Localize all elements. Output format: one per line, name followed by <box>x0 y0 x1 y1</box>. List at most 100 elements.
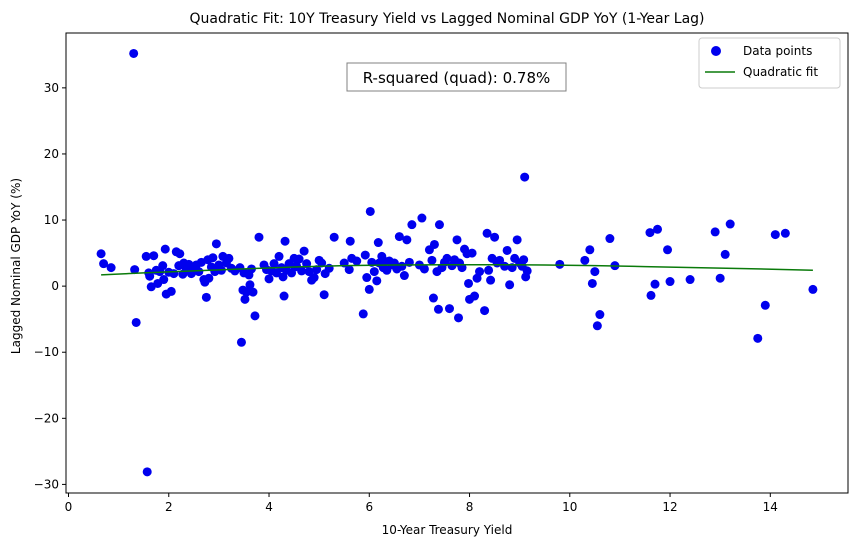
data-point <box>502 245 512 255</box>
data-point <box>224 253 234 263</box>
data-point <box>278 272 288 282</box>
data-point <box>500 261 510 271</box>
quadratic-fit-line <box>101 263 813 276</box>
x-tick-label: 6 <box>365 500 373 514</box>
data-point <box>495 255 505 265</box>
data-point <box>142 467 152 477</box>
data-point <box>373 238 383 248</box>
data-point <box>248 287 258 297</box>
data-point <box>129 48 139 58</box>
data-point <box>240 294 250 304</box>
data-point <box>166 286 176 296</box>
data-point <box>324 263 334 273</box>
data-point <box>444 304 454 314</box>
data-point <box>470 291 480 301</box>
data-point <box>505 280 515 290</box>
data-point <box>299 246 309 256</box>
y-tick-label: −10 <box>34 345 59 359</box>
data-point <box>520 172 530 182</box>
data-point <box>663 245 673 255</box>
data-point <box>365 206 375 216</box>
data-point <box>99 259 109 269</box>
data-point <box>605 234 615 244</box>
data-point <box>427 255 437 265</box>
data-point <box>145 271 155 281</box>
data-point <box>753 333 763 343</box>
data-point <box>345 236 355 246</box>
chart-title: Quadratic Fit: 10Y Treasury Yield vs Lag… <box>189 11 704 27</box>
data-point <box>428 293 438 303</box>
data-point <box>394 232 404 242</box>
x-tick-label: 14 <box>763 500 778 514</box>
data-point <box>352 256 362 266</box>
data-point <box>519 255 529 265</box>
x-tick-label: 0 <box>65 500 73 514</box>
data-point <box>309 273 319 283</box>
y-tick-label: 10 <box>44 213 59 227</box>
data-point <box>645 228 655 238</box>
plot-area <box>65 32 849 494</box>
data-point <box>169 269 179 279</box>
data-point <box>429 239 439 249</box>
x-tick-label: 8 <box>466 500 474 514</box>
data-point <box>160 244 170 254</box>
x-axis-label: 10-Year Treasury Yield <box>382 523 513 537</box>
r-squared-annotation: R-squared (quad): 0.78% <box>346 62 567 92</box>
data-point <box>592 321 602 331</box>
y-tick-label: 30 <box>44 81 59 95</box>
data-point <box>250 311 260 321</box>
data-point <box>254 232 264 242</box>
data-point <box>590 267 600 277</box>
data-point <box>480 306 490 316</box>
data-point <box>452 235 462 245</box>
y-axis: −30 −20 −10 0 10 20 30 <box>34 81 66 491</box>
data-point <box>685 275 695 285</box>
data-point <box>369 267 379 277</box>
y-axis-label: Lagged Nominal GDP YoY (%) <box>9 178 23 354</box>
data-point <box>434 220 444 230</box>
y-tick-label: −20 <box>34 411 59 425</box>
data-point <box>241 287 251 297</box>
data-point <box>269 259 279 269</box>
data-point <box>317 258 327 268</box>
data-point <box>264 274 274 284</box>
data-point <box>587 278 597 288</box>
data-point <box>580 255 590 265</box>
data-point <box>417 213 427 223</box>
data-point <box>433 304 443 314</box>
data-point <box>770 230 780 240</box>
data-point <box>236 337 246 347</box>
data-point <box>780 228 790 238</box>
legend-label-data-points: Data points <box>743 44 812 58</box>
data-point <box>130 265 140 275</box>
data-point <box>372 276 382 286</box>
legend: Data points Quadratic fit <box>698 37 841 89</box>
x-tick-label: 4 <box>265 500 273 514</box>
data-point <box>362 273 372 283</box>
data-point <box>490 232 500 242</box>
data-point <box>760 300 770 310</box>
data-point <box>399 271 409 281</box>
x-tick-label: 10 <box>562 500 577 514</box>
data-point <box>715 273 725 283</box>
data-point <box>522 266 532 276</box>
data-point <box>467 248 477 258</box>
data-point <box>358 309 368 319</box>
data-point <box>585 245 595 255</box>
data-point <box>650 279 660 289</box>
annotation-box <box>346 62 567 92</box>
data-point <box>482 228 492 238</box>
data-point <box>304 267 314 277</box>
data-point <box>710 227 720 237</box>
data-point <box>279 291 289 301</box>
y-tick-label: 20 <box>44 147 59 161</box>
data-point <box>720 249 730 259</box>
data-point <box>274 251 284 261</box>
x-axis: 0 2 4 6 8 10 12 14 <box>65 493 778 514</box>
legend-label-quadratic-fit: Quadratic fit <box>743 65 818 79</box>
data-point <box>364 284 374 294</box>
data-point <box>201 292 211 302</box>
data-point <box>725 219 735 229</box>
data-point <box>204 273 214 283</box>
